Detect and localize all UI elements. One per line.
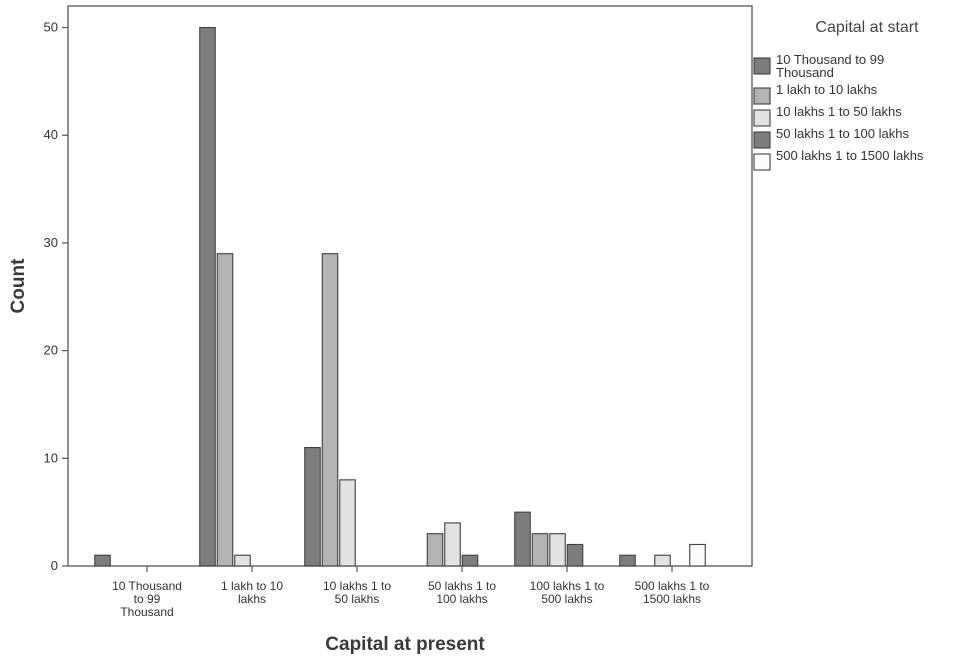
bar <box>531 533 549 567</box>
y-tick-label: 50 <box>44 20 58 35</box>
plot-area <box>67 5 753 567</box>
bar <box>549 533 566 567</box>
legend-swatch <box>753 57 771 75</box>
bars-group <box>94 26 706 567</box>
y-axis-title: Count <box>8 258 29 314</box>
y-tick-label: 30 <box>44 235 58 250</box>
bar <box>654 554 671 567</box>
bar <box>216 253 234 567</box>
x-tick-label: 100 lakhs 1 to 500 lakhs <box>530 579 605 606</box>
bar <box>426 533 444 567</box>
bar <box>461 554 479 567</box>
x-tick-label: 10 Thousand to 99 Thousand <box>112 579 182 619</box>
bar <box>619 554 636 567</box>
bar <box>94 554 111 567</box>
bar <box>321 253 339 567</box>
y-tick-label: 0 <box>51 558 58 573</box>
bar <box>339 479 356 567</box>
y-tick-label: 20 <box>44 343 58 358</box>
bar <box>689 543 706 567</box>
y-tick-label: 40 <box>44 127 58 142</box>
bar <box>444 522 461 567</box>
legend-label: 1 lakh to 10 lakhs <box>776 82 878 97</box>
legend-swatch <box>753 153 771 171</box>
legend-label: 500 lakhs 1 to 1500 lakhs <box>776 148 924 163</box>
bar <box>199 26 216 567</box>
y-tick-label: 10 <box>44 450 58 465</box>
x-tick-label: 500 lakhs 1 to 1500 lakhs <box>635 579 710 606</box>
legend: Capital at start 10 Thousand to 99 Thousa… <box>753 19 924 171</box>
bar <box>566 543 584 567</box>
axes-group: 0 10 20 30 40 50 10 Thousand to 99 Thousand 1 lak… <box>44 20 710 619</box>
x-tick-label: 50 lakhs 1 to 100 lakhs <box>428 579 496 606</box>
plot-frame <box>67 5 753 567</box>
legend-title: Capital at start <box>815 19 919 36</box>
x-tick-label: 1 lakh to 10 lakhs <box>221 579 283 606</box>
x-tick-label: 10 lakhs 1 to 50 lakhs <box>323 579 391 606</box>
x-axis-title: Capital at present <box>325 634 485 655</box>
legend-swatch <box>753 131 771 149</box>
legend-label: 10 Thousand to 99 Thousand <box>776 52 884 80</box>
legend-swatch <box>753 109 771 127</box>
legend-swatch <box>753 87 771 105</box>
bar <box>304 446 321 567</box>
legend-label: 50 lakhs 1 to 100 lakhs <box>776 126 909 141</box>
legend-label: 10 lakhs 1 to 50 lakhs <box>776 104 902 119</box>
bar <box>234 554 251 567</box>
bar <box>514 511 531 567</box>
